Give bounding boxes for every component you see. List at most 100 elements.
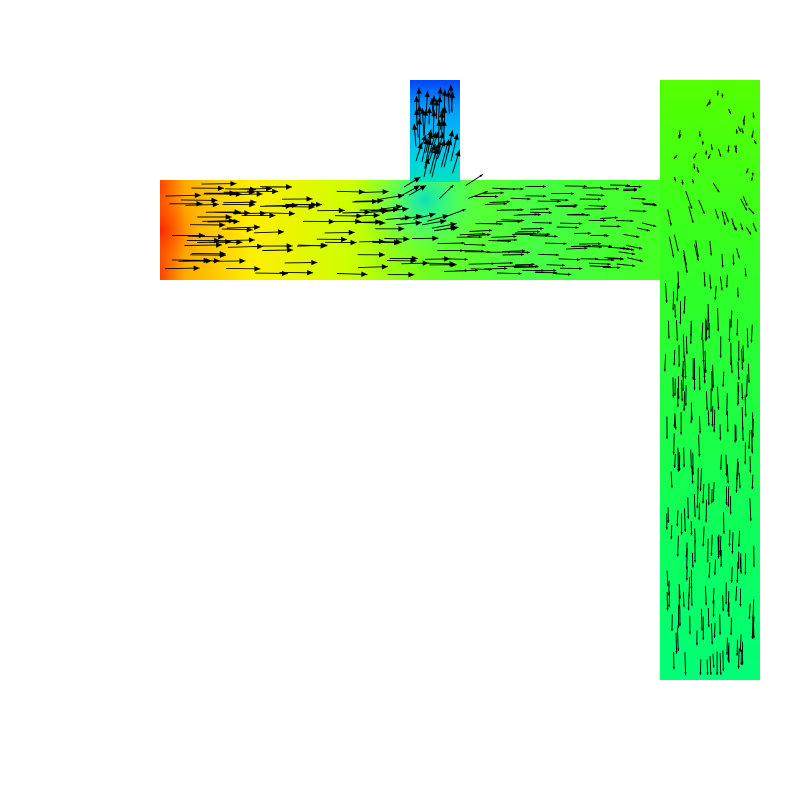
- velocity-arrow-head: [515, 264, 519, 268]
- velocity-arrow-head: [751, 486, 754, 490]
- velocity-arrow-head: [690, 417, 694, 421]
- velocity-arrow-head: [708, 102, 711, 105]
- velocity-arrow-head: [603, 219, 607, 222]
- velocity-arrow-head: [672, 452, 675, 455]
- velocity-arrow-head: [752, 634, 755, 637]
- velocity-arrow-head: [736, 403, 739, 406]
- velocity-arrow-head: [687, 607, 690, 611]
- velocity-arrow-head: [379, 252, 386, 258]
- velocity-arrow-head: [442, 214, 449, 220]
- velocity-arrow-head: [666, 583, 669, 587]
- velocity-arrow-head: [450, 185, 454, 189]
- velocity-arrow-head: [721, 264, 724, 268]
- velocity-arrow-head: [747, 446, 751, 450]
- velocity-arrow-head: [750, 340, 753, 343]
- velocity-arrow-head: [646, 228, 650, 232]
- velocity-arrow-head: [678, 464, 681, 468]
- velocity-arrow-head: [710, 147, 713, 151]
- velocity-arrow-head: [379, 220, 386, 226]
- velocity-arrow-head: [287, 247, 294, 253]
- velocity-arrow-head: [518, 272, 522, 275]
- velocity-arrow-shaft: [749, 498, 752, 522]
- velocity-arrow-shaft: [746, 328, 749, 348]
- velocity-arrow-head: [676, 298, 679, 302]
- velocity-arrow-shaft: [739, 634, 742, 652]
- velocity-arrow-shaft: [459, 233, 486, 236]
- velocity-arrow-head: [439, 219, 447, 225]
- velocity-arrow-head: [742, 359, 745, 363]
- velocity-arrow-head: [316, 201, 322, 208]
- velocity-arrow-head: [652, 202, 656, 206]
- velocity-arrow-head: [573, 205, 577, 208]
- velocity-arrow-head: [705, 519, 708, 523]
- velocity-arrow-head: [700, 628, 703, 631]
- velocity-arrow-head: [746, 170, 749, 174]
- velocity-arrow-head: [583, 184, 587, 188]
- velocity-arrow-head: [741, 396, 744, 400]
- velocity-arrow-shaft: [685, 190, 693, 210]
- velocity-arrow-head: [722, 608, 725, 612]
- velocity-arrow-head: [464, 269, 468, 272]
- velocity-arrow-head: [427, 129, 433, 137]
- velocity-arrow-head: [600, 186, 604, 190]
- velocity-arrow-head: [719, 553, 722, 557]
- velocity-arrow-head: [631, 248, 635, 251]
- velocity-arrow-shaft: [616, 263, 636, 267]
- velocity-arrow-head: [702, 543, 705, 547]
- velocity-arrow-head: [694, 540, 697, 544]
- velocity-arrow-head: [620, 257, 624, 260]
- velocity-arrow-head: [690, 206, 693, 209]
- velocity-arrow-head: [693, 166, 696, 170]
- velocity-arrow-shaft: [467, 234, 491, 237]
- velocity-arrow-head: [693, 155, 696, 159]
- velocity-arrow-shaft: [555, 204, 578, 207]
- velocity-arrow-shaft: [467, 190, 488, 199]
- velocity-arrow-head: [669, 223, 672, 226]
- velocity-arrow-head: [716, 216, 719, 219]
- velocity-arrow-head: [722, 531, 725, 534]
- velocity-arrow-head: [706, 672, 709, 675]
- velocity-arrow-head: [706, 407, 709, 411]
- velocity-arrow-head: [749, 470, 752, 473]
- velocity-arrow-shaft: [708, 562, 711, 579]
- velocity-arrow-head: [350, 239, 357, 246]
- velocity-arrow-head: [713, 572, 717, 576]
- velocity-arrow-head: [736, 294, 740, 298]
- velocity-arrow-shaft: [488, 240, 511, 242]
- velocity-arrow-head: [548, 211, 552, 214]
- velocity-arrow-shaft: [705, 319, 708, 341]
- velocity-arrow-head: [674, 426, 677, 430]
- velocity-arrow-head: [727, 504, 730, 507]
- velocity-arrow-head: [696, 505, 699, 509]
- velocity-arrow-head: [430, 144, 436, 151]
- velocity-arrow-head: [239, 258, 246, 264]
- velocity-arrow-head: [320, 243, 327, 249]
- velocity-arrow-head: [707, 624, 710, 628]
- velocity-arrow-head: [752, 564, 756, 568]
- velocity-arrow-head: [549, 221, 552, 225]
- velocity-arrow-shaft: [558, 258, 581, 261]
- velocity-arrow-head: [244, 210, 251, 216]
- velocity-arrow-head: [520, 208, 524, 212]
- velocity-arrow-head: [429, 212, 436, 218]
- velocity-arrow-head: [709, 672, 712, 675]
- velocity-arrow-shaft: [484, 203, 507, 205]
- velocity-arrow-head: [248, 189, 255, 195]
- velocity-arrow-shaft: [682, 591, 685, 608]
- velocity-arrow-head: [636, 235, 640, 238]
- velocity-arrow-head: [747, 380, 751, 383]
- velocity-arrow-head: [667, 336, 670, 339]
- velocity-arrow-head: [741, 130, 744, 134]
- velocity-arrow-shaft: [171, 259, 210, 261]
- velocity-arrow-head: [500, 191, 504, 195]
- velocity-arrow-shaft: [731, 566, 733, 583]
- velocity-arrow-head: [306, 196, 313, 202]
- velocity-arrow-head: [499, 222, 503, 226]
- velocity-arrow-head: [598, 242, 602, 246]
- velocity-arrow-head: [708, 575, 711, 579]
- velocity-arrow-head: [710, 553, 713, 556]
- velocity-arrow-shaft: [694, 244, 699, 262]
- velocity-arrow-head: [259, 210, 266, 216]
- velocity-arrow-shaft: [677, 535, 679, 557]
- velocity-arrow-head: [254, 266, 261, 272]
